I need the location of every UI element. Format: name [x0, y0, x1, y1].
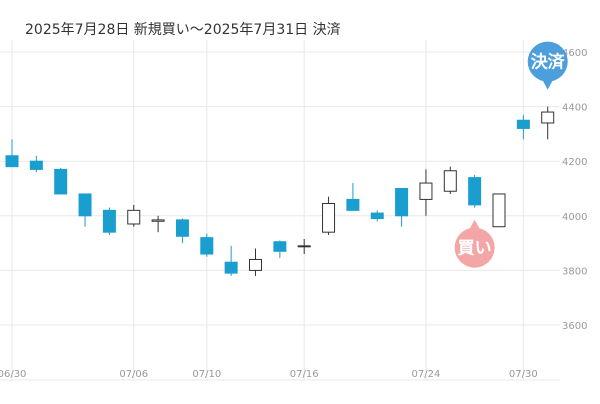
candle-body-down: [395, 188, 409, 217]
candle: [5, 139, 19, 168]
candle-body-down: [29, 160, 43, 170]
y-tick-label: 3800: [562, 266, 587, 277]
candle: [102, 207, 116, 235]
candle-body-up: [127, 209, 141, 225]
candle: [516, 114, 530, 140]
candle: [127, 204, 141, 227]
y-tick-label: 3600: [562, 321, 587, 332]
x-tick-label: 07/10: [192, 369, 221, 380]
candle: [151, 215, 165, 233]
candles-group: [5, 106, 555, 276]
candle-body-up: [151, 219, 165, 222]
candle-body-down: [273, 241, 287, 252]
candle-body-up: [249, 258, 262, 271]
x-axis-labels: 06/30 07/06 07/10 07/16 07/24 07/30: [0, 369, 538, 380]
candle-body-down: [175, 219, 189, 237]
candle-body-down: [346, 198, 360, 211]
candle: [54, 168, 68, 195]
candle-body-up: [492, 193, 506, 228]
candle: [492, 193, 506, 228]
candle: [419, 169, 433, 216]
candle-body-down: [54, 168, 68, 195]
buy-marker: 買い: [454, 219, 495, 268]
candle-body-down: [370, 212, 384, 220]
marker-label: 決済: [531, 52, 566, 73]
x-tick-label: 06/30: [0, 369, 26, 380]
candle-body-up: [443, 170, 457, 192]
buy-marker-badge: [454, 227, 495, 268]
candle-body-down: [78, 193, 92, 217]
grid-lines: [0, 40, 560, 381]
candle: [200, 233, 214, 257]
x-tick-label: 07/24: [412, 369, 441, 380]
candle-body-down: [224, 261, 238, 274]
candle: [468, 174, 482, 208]
candle: [370, 210, 384, 222]
candle-body-down: [516, 119, 530, 129]
candle: [443, 166, 457, 194]
candle: [297, 239, 311, 255]
candle: [395, 188, 409, 227]
x-tick-label: 07/16: [290, 369, 319, 380]
candle-body-up: [419, 182, 433, 200]
candle-body-down: [200, 237, 214, 255]
candle: [249, 248, 262, 276]
sell-marker-badge: [527, 41, 568, 82]
candle: [175, 218, 189, 244]
candle-body-up: [322, 203, 336, 233]
y-tick-label: 4000: [562, 212, 587, 223]
trade-markers: 買い 決済: [454, 41, 568, 268]
candle: [224, 245, 238, 276]
marker-label: 買い: [458, 239, 492, 259]
x-tick-label: 07/30: [509, 369, 538, 380]
y-tick-label: 4200: [562, 157, 587, 168]
candle: [273, 240, 287, 259]
candle-body-up: [541, 111, 555, 124]
candle-body-down: [102, 209, 116, 233]
y-tick-label: 4400: [562, 103, 587, 114]
candle: [322, 196, 336, 235]
y-axis-labels: 3600 3800 4000 4200 4400 4600: [562, 48, 587, 332]
chart-title: 2025年7月28日 新規買い～2025年7月31日 決済: [25, 22, 341, 38]
candle-body-up: [297, 245, 311, 248]
candle-body-down: [5, 155, 19, 168]
candle-body-down: [468, 177, 482, 206]
candle: [346, 183, 360, 211]
candle: [29, 155, 43, 173]
candle: [78, 193, 92, 227]
y-tick-label: 4600: [562, 48, 587, 59]
candle: [541, 106, 555, 140]
sell-marker: 決済: [527, 41, 568, 90]
x-tick-label: 07/06: [119, 369, 148, 380]
